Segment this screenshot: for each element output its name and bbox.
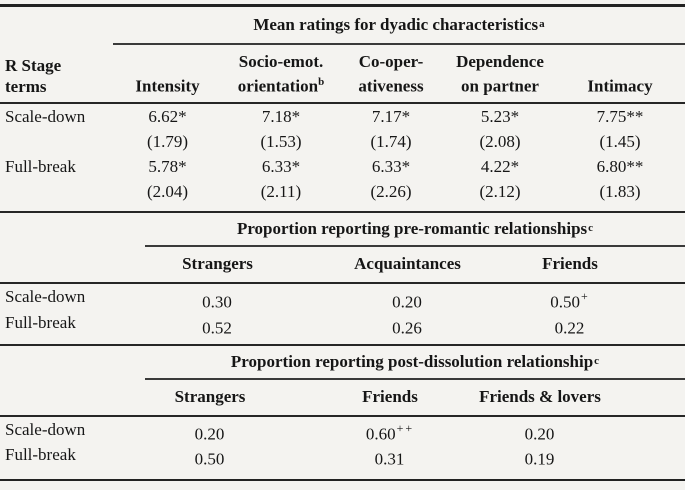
table-row-scaledown-postdissolution: Scale-down 0.20 0.60++ 0.20 <box>0 417 685 444</box>
mean-ratings-title: Mean ratings for dyadic characteristics a <box>113 7 685 43</box>
column-header-friends: Friends <box>362 387 418 406</box>
table-row-fullbreak-sds: (2.04) (2.11) (2.26) (2.12) (1.83) <box>0 179 685 204</box>
header-divider-rule <box>0 281 685 284</box>
table-row-fullbreak-preromantic: Full-break 0.52 0.26 0.22 <box>0 310 685 338</box>
bottom-rule <box>0 478 685 481</box>
mean-value: 5.23* <box>480 106 520 126</box>
row-label: Scale-down <box>5 419 86 439</box>
row-stage-header-line2: terms <box>5 76 47 96</box>
proportion-value: 0.50+ <box>550 288 590 312</box>
row-label: Full-break <box>5 444 76 464</box>
proportion-value: 0.52 <box>202 318 232 338</box>
mean-value: 7.75** <box>596 106 644 126</box>
section-divider-rule <box>0 210 685 213</box>
post-dissolution-title: Proportion reporting post-dissolution re… <box>145 346 685 378</box>
footnote-marker-c: c <box>594 354 600 367</box>
mean-value: 6.62* <box>148 106 187 126</box>
mean-value: 7.18* <box>261 106 301 126</box>
column-header-intimacy: Intimacy <box>587 76 653 96</box>
header-divider-rule <box>0 101 685 104</box>
footnote-marker-b: b <box>318 75 325 88</box>
header-divider-rule <box>0 414 685 417</box>
proportion-value: 0.50 <box>194 449 225 469</box>
mean-value: 6.80** <box>596 156 644 176</box>
sd-value: (1.45) <box>599 131 641 151</box>
footnote-marker-c: c <box>588 221 594 234</box>
proportion-value: 0.31 <box>374 449 405 469</box>
footnote-marker-a: a <box>539 17 545 30</box>
column-header-acquaintances: Acquaintances <box>354 254 461 273</box>
post-dissolution-spanner-rule <box>145 377 685 380</box>
column-header-friends-lovers: Friends & lovers <box>479 387 601 406</box>
dyadic-header-row: R Stage terms Intensity Socio-emot. orie… <box>0 45 685 102</box>
sd-value: (1.83) <box>599 181 641 201</box>
mean-value: 6.33* <box>261 156 301 176</box>
post-dissolution-header-row: Strangers Friends Friends & lovers <box>0 380 685 415</box>
table-row-scaledown-sds: (1.79) (1.53) (1.74) (2.08) (1.45) <box>0 129 685 154</box>
column-header-socio-emot: Socio-emot. orientationb <box>237 51 325 96</box>
row-stage-header-line1: R Stage <box>5 55 62 75</box>
proportion-value: 0.20 <box>524 424 555 444</box>
table-row-fullbreak-postdissolution: Full-break 0.50 0.31 0.19 <box>0 442 685 469</box>
pre-romantic-spanner-rule <box>145 244 685 247</box>
proportion-value: 0.60++ <box>365 420 415 444</box>
table-row-scaledown-preromantic: Scale-down 0.30 0.20 0.50+ <box>0 284 685 312</box>
table-row-fullbreak-means: Full-break 5.78* 6.33* 6.33* 4.22* 6.80*… <box>0 154 685 179</box>
row-label: Scale-down <box>5 106 86 126</box>
pre-romantic-header-row: Strangers Acquaintances Friends <box>0 247 685 282</box>
proportion-value: 0.20 <box>194 424 225 444</box>
mean-value: 6.33* <box>371 156 411 176</box>
post-dissolution-title-text: Proportion reporting post-dissolution re… <box>230 351 594 371</box>
column-header-strangers: Strangers <box>174 387 246 406</box>
row-label: Scale-down <box>5 286 86 306</box>
row-label: Full-break <box>5 156 76 176</box>
proportion-value: 0.20 <box>392 292 422 312</box>
plus-marker: + <box>580 288 590 303</box>
sd-value: (1.53) <box>260 131 302 151</box>
sd-value: (2.08) <box>479 131 521 151</box>
pre-romantic-title-text: Proportion reporting pre-romantic relati… <box>236 218 588 238</box>
sd-value: (2.04) <box>146 181 189 201</box>
sd-value: (2.26) <box>370 181 412 201</box>
column-header-intensity: Intensity <box>135 76 200 96</box>
mean-value: 5.78* <box>148 156 187 176</box>
proportion-value: 0.22 <box>554 318 585 338</box>
column-header-cooperativeness: Co-oper- ativeness <box>358 51 424 96</box>
row-stage-header: R Stage terms <box>0 45 110 102</box>
sd-value: (2.12) <box>479 181 521 201</box>
proportion-value: 0.30 <box>202 292 232 312</box>
table-row-scaledown-means: Scale-down 6.62* 7.18* 7.17* 5.23* 7.75*… <box>0 104 685 129</box>
section-divider-rule <box>0 343 685 346</box>
column-header-strangers: Strangers <box>182 254 253 273</box>
mean-ratings-spanner-rule <box>113 42 685 45</box>
pre-romantic-title: Proportion reporting pre-romantic relati… <box>145 213 685 245</box>
mean-value: 7.17* <box>371 106 411 126</box>
mean-value: 4.22* <box>480 156 520 176</box>
proportion-value: 0.26 <box>392 318 422 338</box>
proportion-value: 0.19 <box>524 449 555 469</box>
sd-value: (2.11) <box>260 181 302 201</box>
top-rule <box>0 4 685 7</box>
sd-value: (1.79) <box>146 131 189 151</box>
sd-value: (1.74) <box>370 131 412 151</box>
mean-ratings-title-text: Mean ratings for dyadic characteristics <box>253 14 539 34</box>
column-header-dependence: Dependence on partner <box>456 51 544 96</box>
column-header-friends: Friends <box>542 254 598 273</box>
double-plus-marker: ++ <box>396 420 415 435</box>
row-label: Full-break <box>5 312 76 332</box>
